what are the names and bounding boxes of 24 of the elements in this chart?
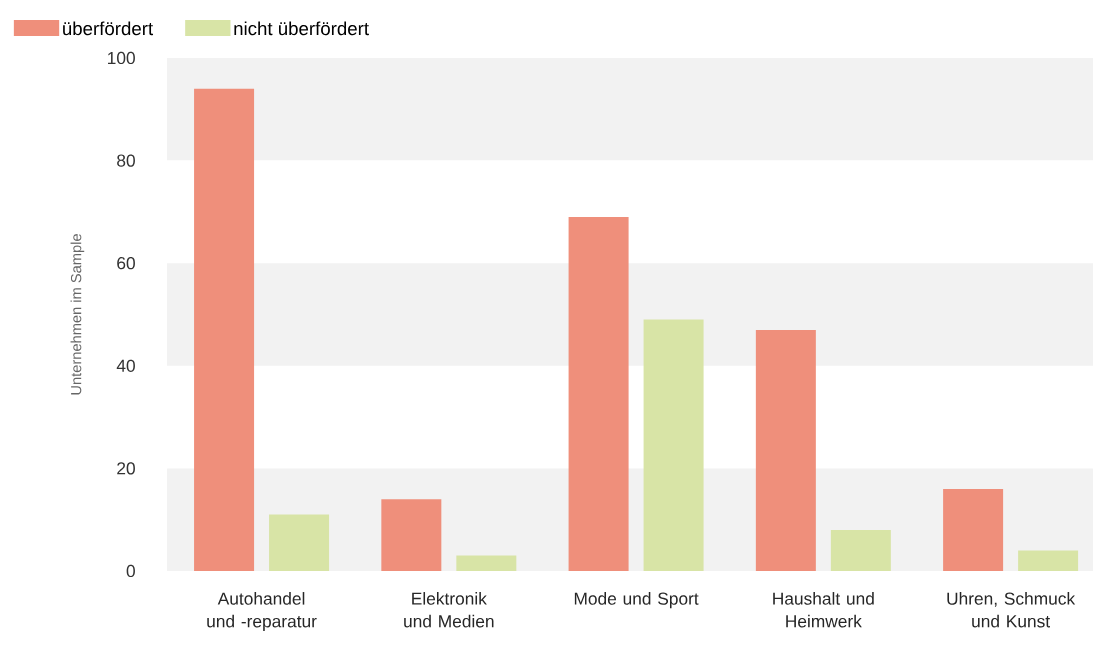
bar — [456, 555, 517, 571]
x-tick-label: Haushalt und Heimwerk — [773, 592, 874, 628]
x-tick-label: Mode und Sport — [574, 592, 699, 609]
x-tick-label: Autohandel und -reparatur — [207, 592, 317, 631]
y-tick-label: 60 — [117, 257, 135, 270]
legend-label: nicht überfördert — [234, 21, 369, 36]
bar — [755, 329, 816, 571]
y-axis-title: Unternehmen im Sample — [70, 234, 85, 395]
bar — [943, 488, 1004, 571]
y-tick-label: 0 — [126, 564, 135, 578]
x-tick-label: Uhren, Schmuck und Kunst — [947, 592, 1076, 628]
y-tick-label: 80 — [117, 154, 135, 167]
y-tick-label: 20 — [117, 462, 135, 475]
bar — [381, 499, 442, 571]
bar — [269, 514, 330, 571]
bar — [194, 88, 255, 571]
bar — [643, 319, 704, 571]
x-tick-label: Elektronik und Medien — [404, 592, 494, 628]
legend-label: überfördert — [63, 21, 154, 36]
bar — [568, 217, 629, 571]
bar — [830, 529, 891, 571]
y-tick-label: 40 — [116, 359, 135, 372]
bar — [1018, 550, 1079, 571]
y-tick-label: 100 — [108, 51, 135, 65]
